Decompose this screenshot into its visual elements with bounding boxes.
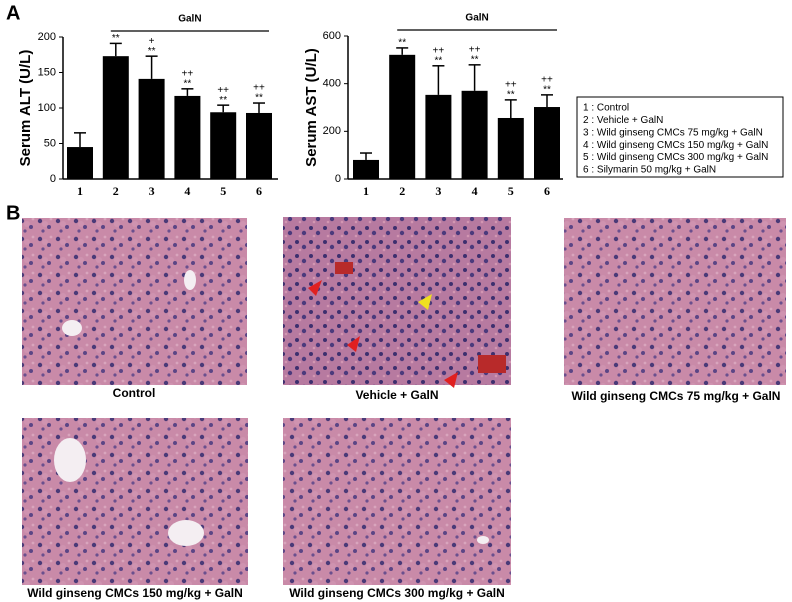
significance-mark: ** bbox=[255, 93, 263, 104]
y-tick-label: 0 bbox=[335, 173, 341, 185]
vessel bbox=[184, 270, 196, 290]
significance-mark: ** bbox=[435, 55, 443, 66]
significance-mark: ** bbox=[471, 54, 479, 65]
vessel bbox=[62, 320, 82, 336]
x-tick-label: 2 bbox=[113, 184, 119, 198]
significance-mark: ** bbox=[398, 38, 406, 49]
significance-mark: + bbox=[149, 36, 155, 47]
y-axis-label: Serum AST (U/L) bbox=[303, 48, 320, 167]
bar bbox=[102, 56, 129, 179]
bar bbox=[246, 112, 272, 179]
x-tick-label: 5 bbox=[508, 184, 514, 198]
bar bbox=[174, 95, 201, 179]
y-tick-label: 50 bbox=[44, 137, 56, 149]
legend-box bbox=[576, 96, 784, 178]
group-label: GalN bbox=[178, 14, 201, 25]
x-tick-label: 2 bbox=[399, 184, 405, 198]
significance-mark: ++ bbox=[182, 68, 194, 79]
arrowhead bbox=[418, 294, 432, 310]
significance-mark: ** bbox=[507, 90, 515, 101]
histology-image bbox=[564, 218, 786, 385]
arrowhead bbox=[308, 280, 322, 296]
significance-mark: ++ bbox=[505, 80, 517, 91]
significance-mark: ++ bbox=[217, 85, 229, 96]
significance-mark: ++ bbox=[469, 44, 481, 55]
x-tick-label: 1 bbox=[363, 184, 369, 198]
significance-mark: ** bbox=[112, 33, 120, 44]
bar bbox=[67, 147, 93, 179]
significance-mark: ** bbox=[543, 85, 551, 96]
bar bbox=[210, 112, 237, 179]
arrowhead bbox=[444, 372, 458, 388]
bar bbox=[425, 94, 452, 179]
hemorrhage bbox=[335, 262, 353, 274]
hemorrhage bbox=[478, 355, 506, 373]
bar bbox=[389, 54, 416, 179]
vessel bbox=[168, 520, 204, 546]
y-tick-label: 600 bbox=[323, 30, 341, 42]
x-tick-label: 4 bbox=[184, 184, 190, 198]
significance-mark: ++ bbox=[541, 75, 553, 86]
y-tick-label: 200 bbox=[323, 125, 341, 137]
significance-mark: ** bbox=[219, 95, 227, 106]
significance-mark: ** bbox=[184, 78, 192, 89]
x-tick-label: 4 bbox=[472, 184, 478, 198]
image-caption: Wild ginseng CMCs 75 mg/kg + GalN bbox=[572, 389, 781, 403]
y-tick-label: 400 bbox=[323, 78, 341, 90]
panel-label: A bbox=[6, 2, 20, 24]
y-tick-label: 0 bbox=[50, 173, 56, 185]
bar bbox=[497, 117, 524, 179]
legend-entry: 4 : Wild ginseng CMCs 150 mg/kg + GalN bbox=[583, 140, 768, 151]
bar bbox=[461, 90, 488, 179]
bar bbox=[353, 159, 379, 179]
legend-entry: 5 : Wild ginseng CMCs 300 mg/kg + GalN bbox=[583, 152, 768, 163]
image-caption: Control bbox=[113, 386, 156, 400]
x-tick-label: 1 bbox=[77, 184, 83, 198]
panel-label: B bbox=[6, 202, 20, 224]
histology-image bbox=[22, 218, 247, 385]
group-label: GalN bbox=[465, 13, 488, 24]
histology-image bbox=[283, 217, 511, 385]
vessel bbox=[477, 536, 489, 544]
x-tick-label: 6 bbox=[544, 184, 550, 198]
image-caption: Wild ginseng CMCs 300 mg/kg + GalN bbox=[289, 586, 505, 600]
image-caption: Vehicle + GalN bbox=[355, 388, 438, 402]
arrowhead bbox=[347, 336, 360, 352]
significance-mark: ++ bbox=[253, 83, 265, 94]
x-tick-label: 3 bbox=[149, 184, 155, 198]
vessel bbox=[54, 438, 86, 482]
image-caption: Wild ginseng CMCs 150 mg/kg + GalN bbox=[27, 586, 243, 600]
bar bbox=[534, 107, 560, 179]
x-tick-label: 6 bbox=[256, 184, 262, 198]
legend-entry: 2 : Vehicle + GalN bbox=[583, 115, 663, 126]
x-tick-label: 3 bbox=[435, 184, 441, 198]
legend-entry: 3 : Wild ginseng CMCs 75 mg/kg + GalN bbox=[583, 127, 763, 138]
histology-image bbox=[283, 418, 511, 585]
legend-entry: 1 : Control bbox=[583, 103, 629, 114]
y-tick-label: 200 bbox=[38, 31, 56, 43]
x-tick-label: 5 bbox=[220, 184, 226, 198]
y-tick-label: 100 bbox=[38, 102, 56, 114]
y-axis-label: Serum ALT (U/L) bbox=[17, 50, 34, 167]
histology-image bbox=[22, 418, 248, 585]
bar bbox=[138, 78, 165, 179]
significance-mark: ** bbox=[148, 46, 156, 57]
significance-mark: ++ bbox=[433, 45, 445, 56]
legend-entry: 6 : Silymarin 50 mg/kg + GalN bbox=[583, 165, 716, 176]
y-tick-label: 150 bbox=[38, 66, 56, 78]
